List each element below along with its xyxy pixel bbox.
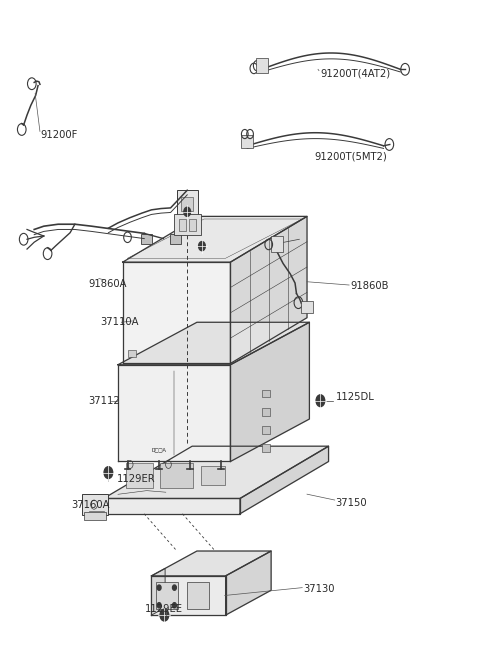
Bar <box>262 408 270 416</box>
Text: 91860A: 91860A <box>88 279 127 289</box>
Bar <box>262 390 270 398</box>
Text: 91200F: 91200F <box>40 130 78 140</box>
Polygon shape <box>230 322 310 462</box>
Polygon shape <box>240 446 328 514</box>
Circle shape <box>316 395 324 407</box>
Bar <box>84 512 106 520</box>
Text: 91860B: 91860B <box>350 282 389 291</box>
Bar <box>82 494 108 515</box>
Bar <box>181 196 193 211</box>
Bar <box>169 234 181 244</box>
Circle shape <box>157 603 161 608</box>
Circle shape <box>160 609 168 621</box>
Text: 37110A: 37110A <box>100 317 139 328</box>
Bar <box>174 214 201 234</box>
Polygon shape <box>123 216 307 262</box>
Bar <box>262 445 270 453</box>
Polygon shape <box>152 569 165 615</box>
Polygon shape <box>230 216 307 364</box>
Polygon shape <box>123 262 230 364</box>
Polygon shape <box>152 551 271 576</box>
Text: 1129ER: 1129ER <box>117 474 156 484</box>
Text: 37130: 37130 <box>303 584 335 594</box>
Text: 91200T(4AT2): 91200T(4AT2) <box>321 69 391 79</box>
Bar <box>156 582 178 608</box>
Bar <box>179 219 186 231</box>
Text: 91200T(5MT2): 91200T(5MT2) <box>314 151 387 161</box>
Polygon shape <box>152 576 226 615</box>
Bar <box>177 190 198 215</box>
Text: 37150: 37150 <box>336 498 367 508</box>
Text: D□□A: D□□A <box>152 447 167 452</box>
Circle shape <box>104 467 113 479</box>
Polygon shape <box>118 365 230 462</box>
Polygon shape <box>104 498 240 514</box>
Circle shape <box>184 207 191 216</box>
Bar <box>262 426 270 434</box>
Text: 1129EE: 1129EE <box>145 603 183 614</box>
Bar <box>141 234 153 244</box>
Bar <box>271 236 283 252</box>
Text: 37112: 37112 <box>88 396 120 405</box>
Bar <box>128 350 136 357</box>
Bar <box>256 58 268 73</box>
Polygon shape <box>118 322 310 365</box>
Polygon shape <box>104 446 328 498</box>
Bar <box>301 301 313 313</box>
Circle shape <box>157 585 161 590</box>
Bar <box>126 463 153 488</box>
Bar <box>160 463 193 488</box>
Text: 37160A: 37160A <box>72 500 110 510</box>
Bar <box>241 136 253 149</box>
Polygon shape <box>226 551 271 615</box>
Bar <box>189 219 196 231</box>
Bar <box>201 466 225 485</box>
Bar <box>187 582 209 608</box>
Circle shape <box>172 603 176 608</box>
Text: 1125DL: 1125DL <box>336 392 374 402</box>
Circle shape <box>199 242 205 251</box>
Circle shape <box>172 585 176 590</box>
